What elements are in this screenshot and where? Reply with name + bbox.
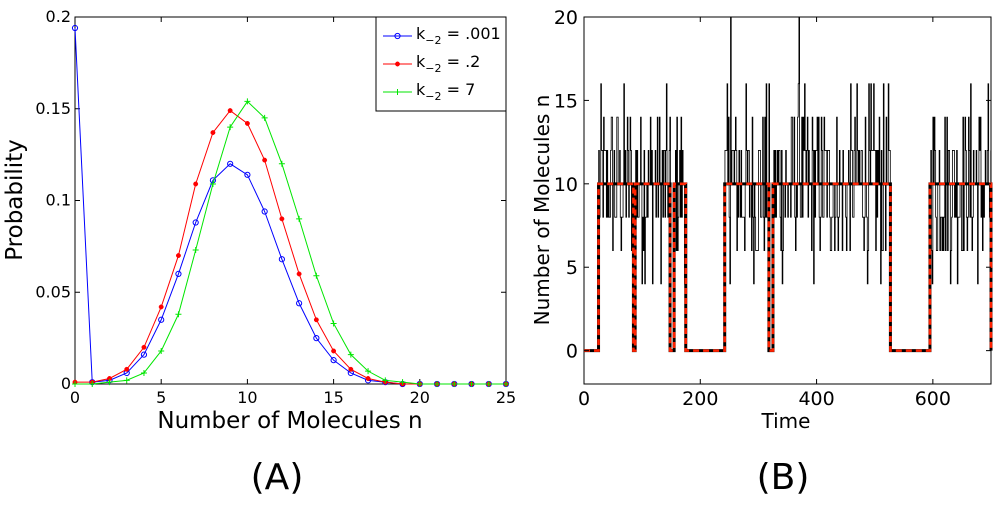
data-point xyxy=(227,160,234,167)
data-point xyxy=(399,379,406,386)
data-point xyxy=(210,130,216,136)
data-point xyxy=(313,272,320,279)
chart-a-ylabel: Probability xyxy=(2,139,28,261)
chart-b-panel-label: (B) xyxy=(757,457,810,498)
chart-b-xlabel: Time xyxy=(761,409,811,433)
data-point xyxy=(158,304,164,310)
y-tick-label: 0.05 xyxy=(35,282,71,301)
y-tick-label: 0.1 xyxy=(46,191,71,210)
data-point xyxy=(227,124,234,131)
x-tick-label: 400 xyxy=(798,388,834,410)
data-point xyxy=(175,270,182,277)
y-tick-label: 0 xyxy=(61,374,71,393)
data-point xyxy=(468,381,475,387)
data-point xyxy=(141,344,147,350)
series-3 xyxy=(72,98,509,387)
data-point xyxy=(485,381,492,387)
data-point xyxy=(313,335,320,342)
data-point xyxy=(175,311,182,318)
legend-label: k−2 = 7 xyxy=(416,80,475,103)
data-point xyxy=(209,180,216,187)
data-point xyxy=(244,120,250,126)
data-point xyxy=(296,215,303,222)
data-point xyxy=(347,351,354,358)
data-point xyxy=(244,171,251,178)
legend-entry: k−2 = .001 xyxy=(383,24,501,47)
legend-label: k−2 = .001 xyxy=(416,24,501,47)
data-point xyxy=(365,376,371,381)
y-tick-label: 20 xyxy=(554,7,578,29)
data-point xyxy=(278,160,285,167)
data-point xyxy=(106,379,113,386)
data-point xyxy=(296,271,302,277)
chart-b: 0 200 400 600 0 5 10 15 20 Time Number of Molecu… xyxy=(530,7,993,498)
data-point xyxy=(313,317,319,323)
data-point xyxy=(382,377,389,384)
data-point xyxy=(296,300,303,307)
data-point xyxy=(140,369,147,376)
y-tick-label: 0 xyxy=(566,341,578,363)
data-point xyxy=(348,366,354,372)
chart-b-ylabel: Number of Molecules n xyxy=(530,95,554,326)
y-tick-label: 0.15 xyxy=(35,99,71,118)
data-point xyxy=(395,61,400,67)
data-point xyxy=(279,216,285,222)
chart-a: 0 5 10 15 20 25 0 0.05 0.1 0.15 0.2 Number of Mole… xyxy=(2,7,516,498)
y-tick-label: 15 xyxy=(554,90,578,112)
x-tick-label: 20 xyxy=(410,388,430,407)
x-tick-label: 15 xyxy=(323,388,343,407)
data-point xyxy=(227,108,233,114)
x-tick-label: 200 xyxy=(682,388,718,410)
data-point xyxy=(193,181,199,187)
data-point xyxy=(330,357,337,364)
data-point xyxy=(140,351,148,358)
data-point xyxy=(158,316,165,323)
data-point xyxy=(261,114,268,121)
data-point xyxy=(123,377,130,384)
legend-entry: k−2 = .2 xyxy=(383,52,480,75)
data-point xyxy=(158,347,165,354)
data-point xyxy=(124,366,130,372)
data-point xyxy=(244,98,251,105)
data-point xyxy=(262,157,268,163)
data-point xyxy=(416,381,423,387)
chart-a-panel-label: (A) xyxy=(251,457,304,498)
data-point xyxy=(330,320,337,327)
legend-label: k−2 = .2 xyxy=(416,52,480,75)
data-point xyxy=(331,348,337,354)
data-point xyxy=(434,381,441,387)
legend-entry: k−2 = 7 xyxy=(383,80,475,103)
x-tick-label: 5 xyxy=(156,388,166,407)
data-point xyxy=(394,89,401,95)
mean-level-line xyxy=(584,182,993,352)
data-point xyxy=(451,381,458,387)
data-point xyxy=(394,32,401,40)
data-point xyxy=(365,368,372,375)
chart-a-ticks: 0 5 10 15 20 25 0 0.05 0.1 0.15 0.2 xyxy=(35,7,516,407)
data-point xyxy=(503,381,509,387)
data-point xyxy=(175,253,181,259)
data-point xyxy=(261,208,268,215)
data-point xyxy=(192,219,199,226)
chart-a-xlabel: Number of Molecules n xyxy=(157,408,422,434)
data-point xyxy=(278,256,285,263)
y-tick-label: 10 xyxy=(554,174,578,196)
chart-a-legend: k−2 = .001 k−2 = .2 k−2 = 7 xyxy=(375,16,507,112)
x-tick-label: 25 xyxy=(496,388,516,407)
y-tick-label: 0.2 xyxy=(46,7,71,26)
data-point xyxy=(89,381,96,387)
chart-b-series xyxy=(584,16,993,353)
x-tick-label: 600 xyxy=(915,388,951,410)
y-tick-label: 5 xyxy=(566,257,578,279)
chart-b-ticks: 0 200 400 600 0 5 10 15 20 xyxy=(554,7,991,410)
data-point xyxy=(192,247,199,254)
data-point xyxy=(71,24,79,32)
x-tick-label: 0 xyxy=(70,388,80,407)
chart-a-series xyxy=(71,24,510,388)
data-point xyxy=(72,381,78,387)
x-tick-label: 10 xyxy=(237,388,257,407)
x-tick-label: 0 xyxy=(578,388,590,410)
